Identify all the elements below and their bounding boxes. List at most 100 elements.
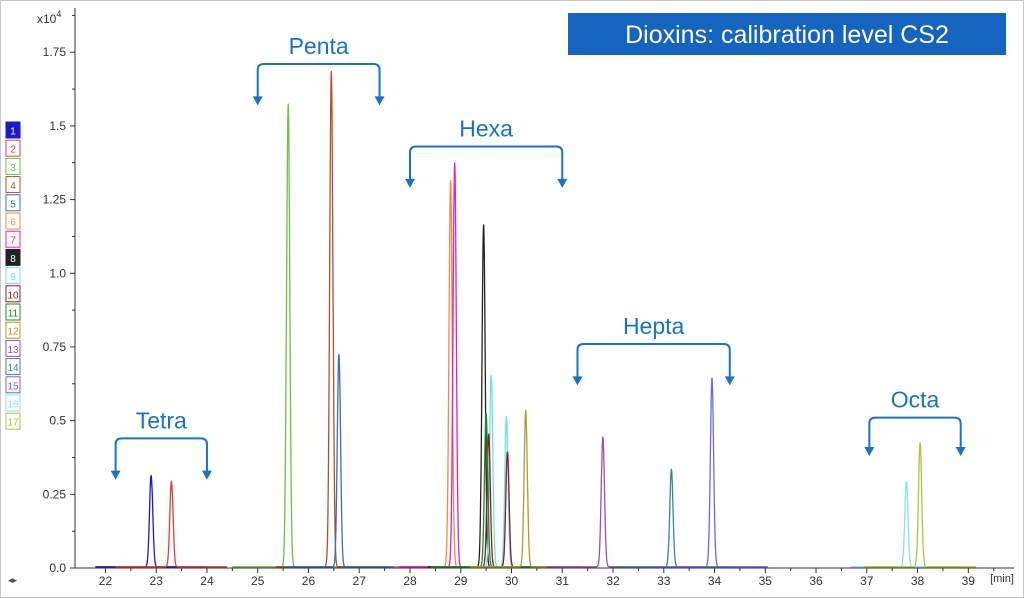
scroll-arrows-icon[interactable]: ◂▸ — [8, 575, 18, 585]
legend-swatch[interactable] — [5, 303, 21, 321]
x-tick-label: 30 — [505, 574, 519, 588]
y-axis-multiplier: x104 — [37, 9, 61, 26]
annotation-arrowhead — [374, 96, 385, 106]
annotation-hepta: Hepta — [572, 313, 735, 386]
legend-label: 2 — [10, 145, 16, 156]
series-line-17 — [863, 442, 977, 568]
legend-label: 7 — [10, 236, 16, 247]
legend-swatch[interactable] — [5, 121, 21, 139]
legend-label: 3 — [10, 163, 16, 174]
y-axis-ticks: 0.0 0.25 0.5 0.75 1.0 1.25 1.5 1.75 — [43, 14, 75, 575]
annotation-arrowhead — [955, 447, 966, 457]
legend-swatch[interactable] — [5, 157, 21, 175]
legend-swatch[interactable] — [5, 412, 21, 430]
annotation-arrowhead — [572, 376, 583, 386]
x-tick-label: 36 — [809, 574, 823, 588]
series-line-11 — [429, 412, 543, 568]
x-tick-label: 22 — [99, 574, 113, 588]
series-line-15 — [655, 377, 769, 568]
series-line-14 — [615, 468, 728, 568]
congener-group-annotations: Tetra Penta Hexa Hepta Octa — [110, 33, 966, 480]
legend-item-14[interactable]: 14 — [5, 358, 21, 376]
x-tick-label: 29 — [454, 574, 468, 588]
legend-item-13[interactable]: 13 — [5, 339, 21, 357]
legend-item-8[interactable]: 8 — [5, 248, 21, 266]
x-tick-label: 24 — [200, 574, 214, 588]
annotation-octa: Octa — [864, 387, 966, 457]
x-tick-label: 31 — [556, 574, 570, 588]
y-tick-label: 0.5 — [49, 414, 66, 428]
legend-label: 11 — [8, 309, 19, 320]
y-tick-label: 0.25 — [43, 487, 67, 501]
annotation-bracket — [256, 63, 381, 103]
annotation-arrowhead — [724, 376, 735, 386]
legend-label: 17 — [7, 418, 19, 429]
series-line-2 — [115, 480, 228, 568]
legend-swatch[interactable] — [5, 267, 21, 285]
x-tick-label: 28 — [403, 574, 417, 588]
x-tick-label: 39 — [962, 574, 976, 588]
legend-item-12[interactable]: 12 — [5, 321, 21, 339]
legend-swatch[interactable] — [5, 176, 21, 194]
x-tick-label: 33 — [657, 574, 671, 588]
legend-item-15[interactable]: 15 — [5, 376, 21, 394]
x-tick-label: 27 — [353, 574, 367, 588]
legend-item-16[interactable]: 16 — [5, 394, 21, 412]
y-tick-label: 1.5 — [49, 119, 66, 133]
annotation-arrowhead — [110, 470, 121, 480]
legend-item-10[interactable]: 10 — [5, 285, 21, 303]
legend-item-5[interactable]: 5 — [5, 194, 21, 212]
legend-item-3[interactable]: 3 — [5, 157, 21, 175]
legend-swatch[interactable] — [5, 358, 21, 376]
legend-label: 15 — [7, 381, 19, 392]
legend-label: 9 — [10, 272, 16, 283]
chart-title-background — [568, 13, 1006, 55]
legend-swatch[interactable] — [5, 321, 21, 339]
legend-label: 4 — [10, 181, 16, 192]
x-tick-label: 37 — [860, 574, 874, 588]
y-tick-label: 0.0 — [49, 561, 66, 575]
legend-swatch[interactable] — [5, 376, 21, 394]
y-tick-label: 1.0 — [49, 266, 66, 280]
legend-item-1[interactable]: 1 — [5, 121, 21, 139]
legend-item-9[interactable]: 9 — [5, 267, 21, 285]
legend-item-7[interactable]: 7 — [5, 230, 21, 248]
annotation-bracket — [868, 416, 962, 454]
annotation-label: Tetra — [136, 407, 187, 433]
annotation-bracket — [576, 343, 731, 383]
legend-swatch[interactable] — [5, 285, 21, 303]
annotation-tetra: Tetra — [110, 407, 212, 480]
x-tick-label: 25 — [251, 574, 265, 588]
legend-label: 14 — [7, 363, 19, 374]
legend-swatch[interactable] — [5, 394, 21, 412]
annotation-penta: Penta — [252, 33, 385, 106]
legend-label: 6 — [10, 218, 16, 229]
series-line-5 — [282, 353, 396, 568]
y-axis-multiplier-exponent: 4 — [56, 9, 61, 19]
legend-swatch[interactable] — [5, 339, 21, 357]
legend-item-2[interactable]: 2 — [5, 139, 21, 157]
legend-item-4[interactable]: 4 — [5, 176, 21, 194]
legend-item-11[interactable]: 11 — [5, 303, 21, 321]
legend-swatch[interactable] — [5, 194, 21, 212]
annotation-arrowhead — [404, 178, 415, 188]
legend-item-6[interactable]: 6 — [5, 212, 21, 230]
y-tick-label: 0.75 — [43, 340, 67, 354]
axis-scroll-arrows[interactable]: ◂▸ — [8, 575, 18, 585]
legend-swatch[interactable] — [5, 248, 21, 266]
y-tick-label: 1.25 — [43, 193, 67, 207]
annotation-label: Octa — [891, 387, 940, 413]
annotation-arrowhead — [864, 447, 875, 457]
legend-swatch[interactable] — [5, 139, 21, 157]
legend-label: 8 — [10, 254, 16, 265]
legend-label: 1 — [10, 127, 16, 138]
legend-item-17[interactable]: 17 — [5, 412, 21, 430]
chart-title-box: Dioxins: calibration level CS2 — [568, 13, 1006, 55]
legend-swatch[interactable] — [5, 230, 21, 248]
annotation-bracket — [114, 437, 208, 477]
annotation-bracket — [408, 145, 564, 185]
annotation-arrowhead — [201, 470, 212, 480]
legend-swatch[interactable] — [5, 212, 21, 230]
